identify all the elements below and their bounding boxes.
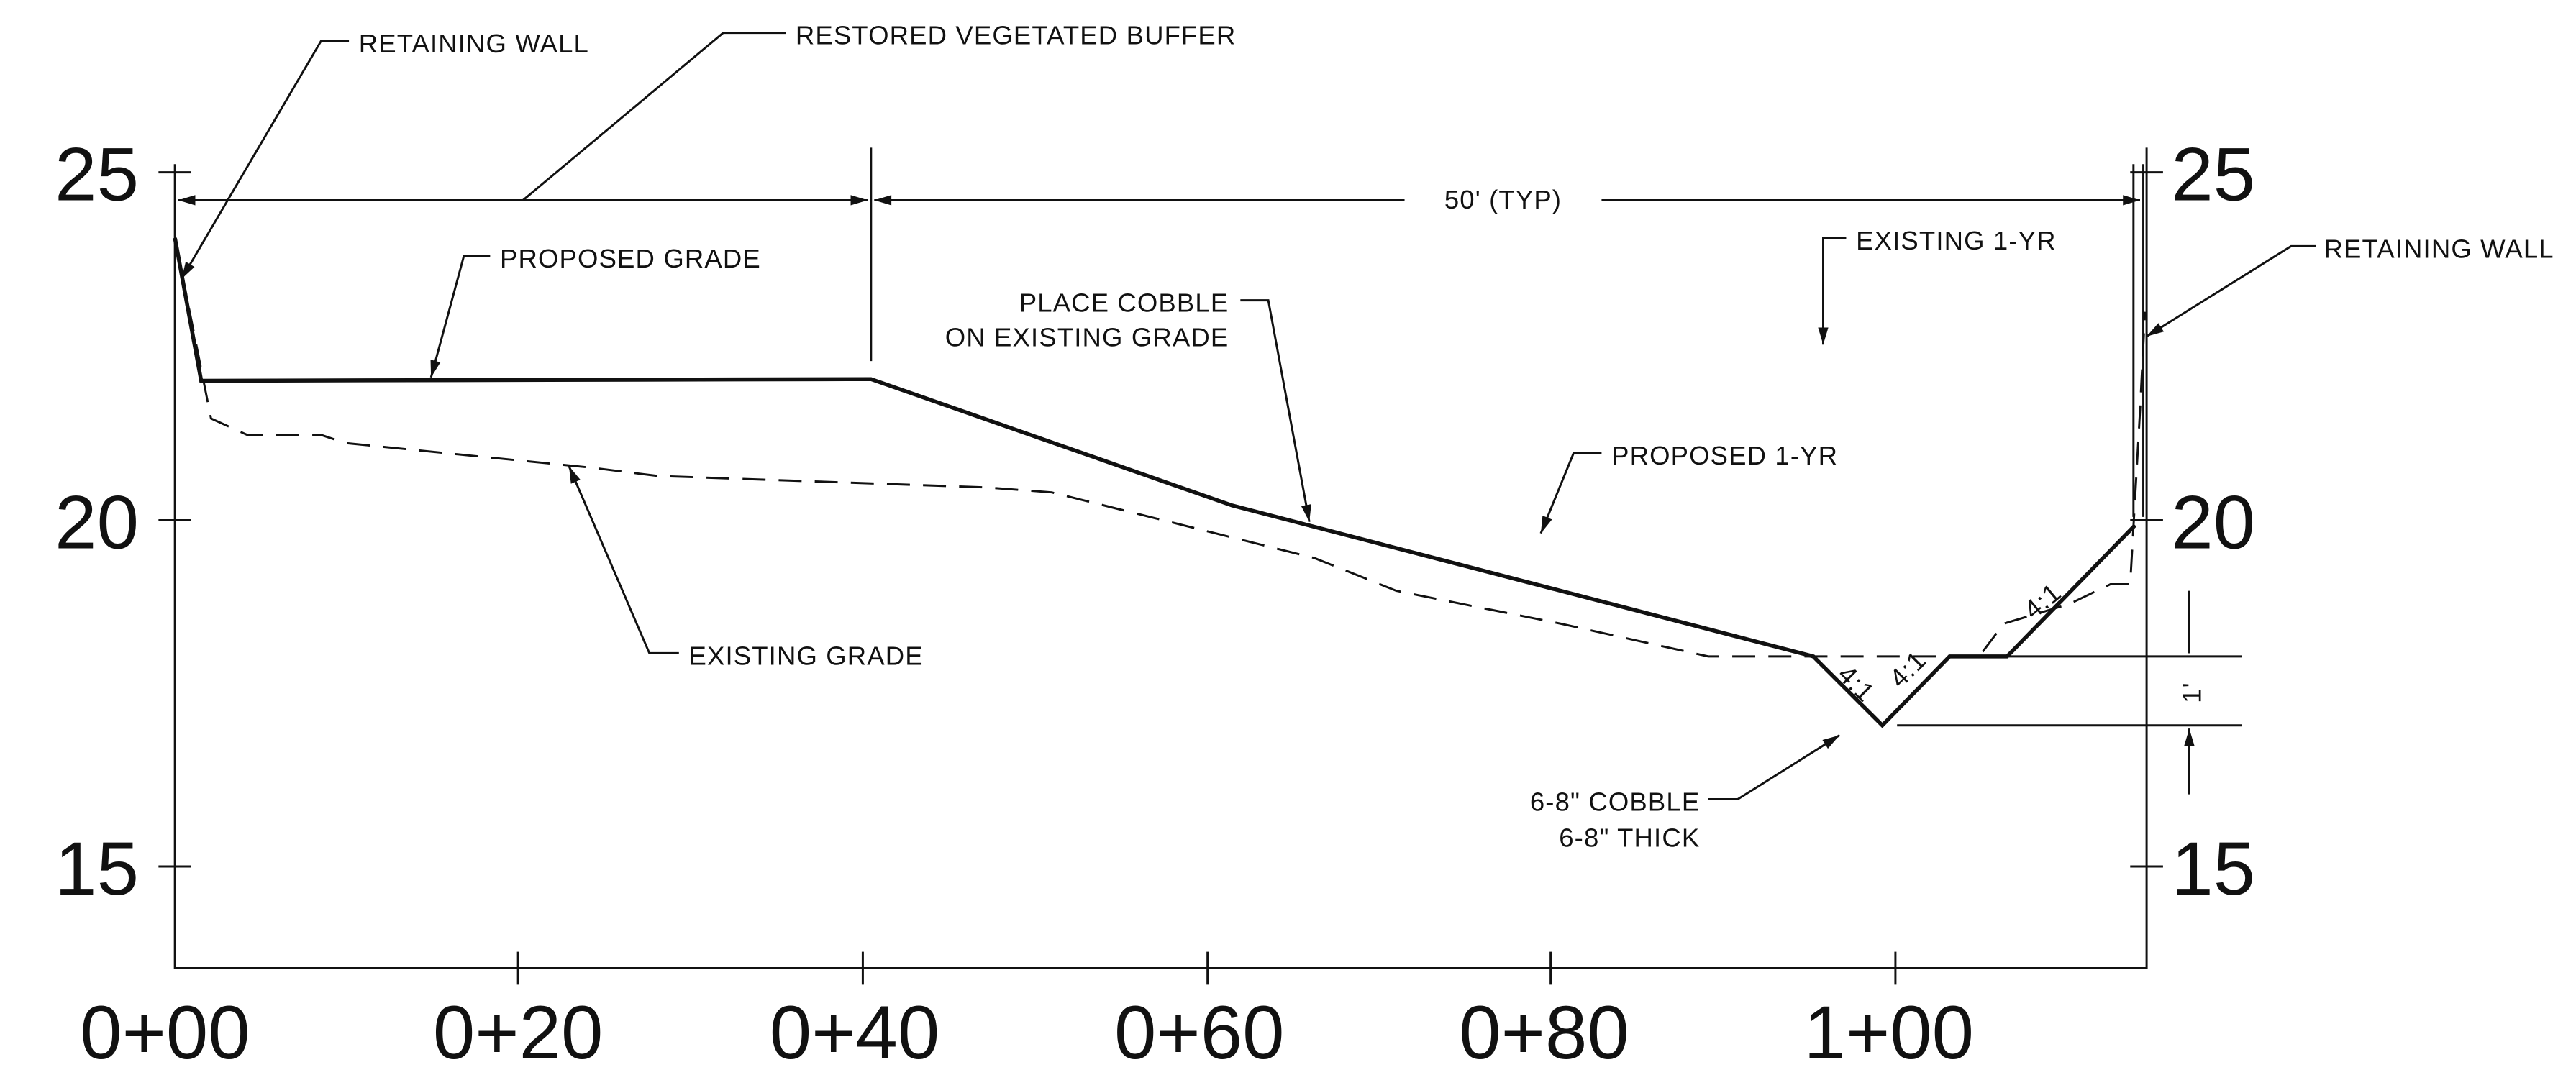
leader bbox=[568, 465, 679, 654]
station: 0+20 bbox=[433, 991, 603, 1070]
label: 50' (TYP) bbox=[1444, 185, 1562, 214]
label: 1' bbox=[2177, 682, 2206, 703]
ticks bbox=[158, 171, 2163, 985]
elev: 20 bbox=[55, 480, 139, 564]
slope: 4:1 bbox=[1832, 659, 1880, 708]
slope: 4:1 bbox=[1883, 645, 1931, 693]
dim-1ft bbox=[1897, 590, 2242, 795]
label: RETAINING WALL bbox=[2324, 234, 2554, 263]
elev: 25 bbox=[55, 132, 139, 216]
leader bbox=[2146, 244, 2316, 338]
elev: 15 bbox=[2171, 827, 2255, 911]
leader bbox=[1539, 452, 1602, 534]
label: RESTORED VEGETATED BUFFER bbox=[796, 21, 1237, 50]
elev: 25 bbox=[2171, 132, 2255, 216]
frame bbox=[173, 147, 2148, 969]
leader bbox=[1708, 734, 1841, 800]
leader bbox=[181, 40, 350, 280]
elev: 15 bbox=[55, 827, 139, 911]
station: 0+80 bbox=[1459, 991, 1629, 1070]
station: 1+00 bbox=[1804, 991, 1974, 1070]
leader bbox=[1818, 237, 1847, 345]
label: EXISTING GRADE bbox=[688, 641, 923, 670]
label: RETAINING WALL bbox=[359, 29, 589, 58]
leader bbox=[522, 32, 786, 201]
leader bbox=[1240, 299, 1311, 523]
label: EXISTING 1-YR bbox=[1856, 226, 2056, 255]
label: PROPOSED 1-YR bbox=[1611, 441, 1838, 470]
retaining-wall bbox=[2132, 164, 2145, 517]
elev: 20 bbox=[2171, 480, 2255, 564]
station: 0+00 bbox=[80, 991, 250, 1070]
label: PLACE COBBLE bbox=[1019, 288, 1229, 318]
station: 0+60 bbox=[1114, 991, 1284, 1070]
existing-grade bbox=[173, 237, 2147, 658]
station: 0+40 bbox=[770, 991, 939, 1070]
label: ON EXISTING GRADE bbox=[945, 323, 1229, 352]
label: PROPOSED GRADE bbox=[500, 244, 761, 273]
label: 6-8" THICK bbox=[1559, 823, 1700, 853]
label: 6-8" COBBLE bbox=[1530, 787, 1700, 816]
leader bbox=[429, 255, 491, 378]
